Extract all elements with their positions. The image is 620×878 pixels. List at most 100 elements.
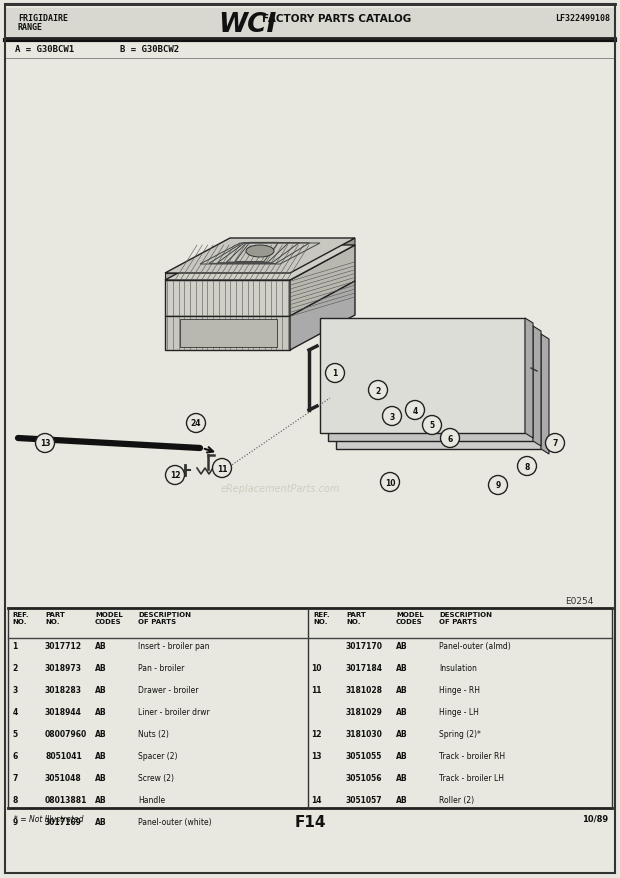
Circle shape <box>405 401 425 420</box>
Text: MODEL
CODES: MODEL CODES <box>396 611 423 624</box>
Text: 3181028: 3181028 <box>346 685 383 694</box>
Text: Track - broiler RH: Track - broiler RH <box>439 752 505 760</box>
Text: Drawer - broiler: Drawer - broiler <box>138 685 198 694</box>
Text: Pan - broiler: Pan - broiler <box>138 663 184 673</box>
Text: 4: 4 <box>412 406 418 415</box>
Text: 12: 12 <box>311 729 321 738</box>
Text: AB: AB <box>396 729 408 738</box>
Text: F14: F14 <box>294 814 326 829</box>
Text: 11: 11 <box>311 685 321 694</box>
Circle shape <box>213 459 231 478</box>
Text: Liner - broiler drwr: Liner - broiler drwr <box>138 707 210 716</box>
Text: DESCRIPTION
OF PARTS: DESCRIPTION OF PARTS <box>138 611 191 624</box>
Circle shape <box>368 381 388 400</box>
Text: 3051048: 3051048 <box>45 774 82 782</box>
Polygon shape <box>328 327 533 442</box>
Text: AB: AB <box>396 685 408 694</box>
Text: 3017170: 3017170 <box>346 641 383 651</box>
Polygon shape <box>165 317 290 350</box>
Text: 3051056: 3051056 <box>346 774 383 782</box>
Text: 13: 13 <box>311 752 321 760</box>
Circle shape <box>489 476 508 495</box>
Circle shape <box>546 434 564 453</box>
Text: AB: AB <box>95 685 107 694</box>
Text: 8: 8 <box>12 795 18 804</box>
Text: B = G30BCW2: B = G30BCW2 <box>120 45 179 54</box>
Text: 3018973: 3018973 <box>45 663 82 673</box>
Text: 1: 1 <box>12 641 17 651</box>
Polygon shape <box>165 239 355 274</box>
Text: 3: 3 <box>389 412 394 421</box>
Circle shape <box>383 407 402 426</box>
Text: 3181029: 3181029 <box>346 707 383 716</box>
Text: 8051041: 8051041 <box>45 752 82 760</box>
Text: PART
NO.: PART NO. <box>45 611 65 624</box>
Text: FACTORY PARTS CATALOG: FACTORY PARTS CATALOG <box>262 14 411 24</box>
Text: AB: AB <box>396 641 408 651</box>
Text: Handle: Handle <box>138 795 165 804</box>
Text: AB: AB <box>396 795 408 804</box>
Text: 1: 1 <box>332 369 338 378</box>
Text: 7: 7 <box>12 774 18 782</box>
Text: Roller (2): Roller (2) <box>439 795 474 804</box>
Text: 8: 8 <box>525 462 529 471</box>
Text: Spacer (2): Spacer (2) <box>138 752 177 760</box>
Text: AB: AB <box>95 707 107 716</box>
Text: 10: 10 <box>385 478 396 487</box>
Polygon shape <box>180 320 277 348</box>
Text: 24: 24 <box>191 419 202 428</box>
Text: Screw (2): Screw (2) <box>138 774 174 782</box>
Text: 5: 5 <box>430 421 435 430</box>
Bar <box>5 9 615 39</box>
Text: 13: 13 <box>40 439 50 448</box>
Polygon shape <box>290 282 355 350</box>
Text: Nuts (2): Nuts (2) <box>138 729 169 738</box>
Text: Track - broiler LH: Track - broiler LH <box>439 774 504 782</box>
Polygon shape <box>533 327 541 447</box>
Polygon shape <box>336 335 541 450</box>
Text: 11: 11 <box>217 464 228 473</box>
Text: 08013881: 08013881 <box>45 795 87 804</box>
Text: Panel-outer (white): Panel-outer (white) <box>138 817 211 826</box>
Text: AB: AB <box>95 663 107 673</box>
Text: 08007960: 08007960 <box>45 729 87 738</box>
Polygon shape <box>165 274 290 281</box>
Text: 6: 6 <box>12 752 17 760</box>
Text: Insert - broiler pan: Insert - broiler pan <box>138 641 210 651</box>
Text: AB: AB <box>95 774 107 782</box>
Text: eReplacementParts.com: eReplacementParts.com <box>220 484 340 493</box>
Text: 9: 9 <box>12 817 17 826</box>
Text: AB: AB <box>95 795 107 804</box>
Ellipse shape <box>246 246 274 258</box>
Polygon shape <box>320 319 525 434</box>
Text: AB: AB <box>95 729 107 738</box>
Circle shape <box>381 473 399 492</box>
Text: 3051057: 3051057 <box>346 795 383 804</box>
Text: REF.
NO.: REF. NO. <box>313 611 330 624</box>
Text: 4: 4 <box>12 707 17 716</box>
Text: 14: 14 <box>311 795 321 804</box>
Text: 10/89: 10/89 <box>582 814 608 823</box>
Polygon shape <box>165 281 290 317</box>
Text: AB: AB <box>95 752 107 760</box>
Polygon shape <box>165 246 355 281</box>
Text: 3017169: 3017169 <box>45 817 82 826</box>
Text: FRIGIDAIRE: FRIGIDAIRE <box>18 14 68 23</box>
Text: AB: AB <box>95 641 107 651</box>
Circle shape <box>326 364 345 383</box>
Circle shape <box>440 429 459 448</box>
Text: 5: 5 <box>12 729 17 738</box>
Circle shape <box>166 466 185 485</box>
Text: Insulation: Insulation <box>439 663 477 673</box>
Text: 3018944: 3018944 <box>45 707 82 716</box>
Text: Hinge - RH: Hinge - RH <box>439 685 480 694</box>
Text: AB: AB <box>396 663 408 673</box>
Polygon shape <box>290 239 355 281</box>
Text: REF.
NO.: REF. NO. <box>12 611 29 624</box>
Text: AB: AB <box>95 817 107 826</box>
Polygon shape <box>541 335 549 455</box>
Polygon shape <box>525 319 533 438</box>
Text: PART
NO.: PART NO. <box>346 611 366 624</box>
Text: AB: AB <box>396 752 408 760</box>
Polygon shape <box>290 246 355 317</box>
